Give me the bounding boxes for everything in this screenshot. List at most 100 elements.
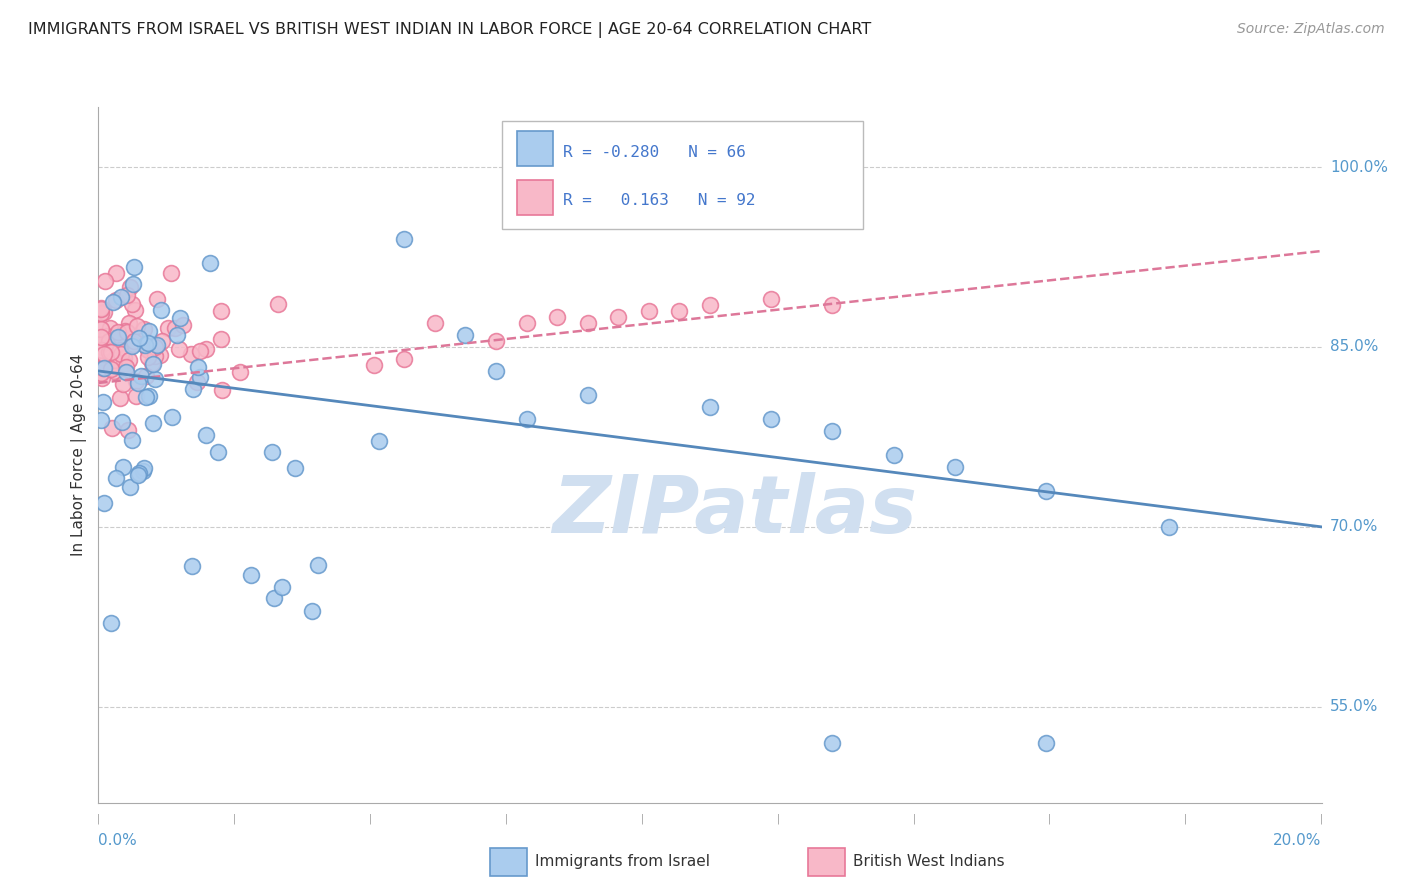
Text: |: | [233,814,236,824]
Point [90,321,112,335]
Bar [517,131,554,166]
Point [240,567,263,582]
Point [166,327,188,342]
Point [110,290,132,304]
Point [198,256,221,270]
Bar [489,848,526,876]
Text: 55.0%: 55.0% [1330,699,1378,714]
Point [607,310,630,324]
Text: |: | [1184,814,1187,824]
Point [93,361,115,376]
Point [90,301,112,316]
Point [118,280,141,294]
Point [90,330,112,344]
Text: 70.0%: 70.0% [1330,519,1378,534]
Bar [517,180,554,215]
Point [150,334,173,348]
Point [136,350,159,364]
Point [108,343,131,357]
Point [115,326,138,340]
Point [101,420,124,434]
Text: IMMIGRANTS FROM ISRAEL VS BRITISH WEST INDIAN IN LABOR FORCE | AGE 20-64 CORRELA: IMMIGRANTS FROM ISRAEL VS BRITISH WEST I… [28,22,872,38]
Point [142,416,165,430]
Point [143,349,166,363]
Point [209,332,232,346]
Point [103,334,125,348]
Point [146,337,169,351]
Point [759,412,782,426]
Point [699,400,721,414]
Point [546,310,568,324]
Point [759,292,782,306]
Point [100,615,122,630]
Point [115,365,138,379]
Point [138,343,160,357]
Point [90,322,112,336]
Point [91,371,114,385]
Point [142,357,165,371]
Point [229,365,252,379]
Point [301,604,323,618]
Point [110,347,132,361]
Point [190,344,212,359]
Point [111,377,134,392]
Point [91,343,114,357]
Point [162,409,184,424]
Point [117,288,139,302]
Point [180,559,202,574]
Text: ZIPatlas: ZIPatlas [553,472,917,549]
Point [149,347,172,361]
Text: |: | [912,814,915,824]
Point [125,389,148,403]
Bar [808,848,845,876]
Point [104,293,127,307]
Point [138,324,160,338]
Point [821,424,844,438]
Point [262,444,284,458]
Point [1157,520,1180,534]
Point [129,368,152,383]
Point [188,369,211,384]
Point [121,296,143,310]
Point [135,390,157,404]
Text: |: | [1049,814,1052,824]
Point [145,292,167,306]
Point [90,301,112,315]
Point [112,351,135,365]
Point [93,361,115,376]
Point [141,356,163,370]
Point [167,342,190,356]
Point [122,260,145,274]
Point [124,302,146,317]
Point [110,330,132,344]
Point [94,356,117,370]
Point [138,389,160,403]
Text: 85.0%: 85.0% [1330,340,1378,354]
Point [821,736,844,750]
Text: 20.0%: 20.0% [1274,833,1322,848]
Point [668,304,690,318]
Text: |: | [1320,814,1323,824]
Point [128,330,150,344]
Point [131,464,153,478]
Point [114,324,136,338]
Point [93,496,115,510]
Point [143,340,166,354]
Point [93,304,115,318]
Point [127,468,149,483]
Point [93,341,115,355]
Text: Source: ZipAtlas.com: Source: ZipAtlas.com [1237,22,1385,37]
Point [576,388,599,402]
Point [97,361,120,376]
Point [169,310,191,325]
FancyBboxPatch shape [502,121,863,229]
Point [392,232,416,246]
Point [107,325,129,339]
Point [209,304,232,318]
Point [263,591,285,605]
Point [308,558,330,572]
Point [143,372,166,386]
Point [120,480,142,494]
Point [367,434,389,448]
Point [105,471,128,485]
